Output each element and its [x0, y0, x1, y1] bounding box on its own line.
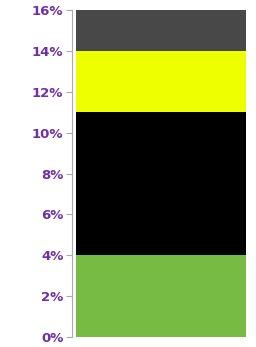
Bar — [76, 255, 246, 337]
Bar — [76, 10, 246, 51]
Bar — [76, 51, 246, 112]
Bar — [76, 112, 246, 255]
